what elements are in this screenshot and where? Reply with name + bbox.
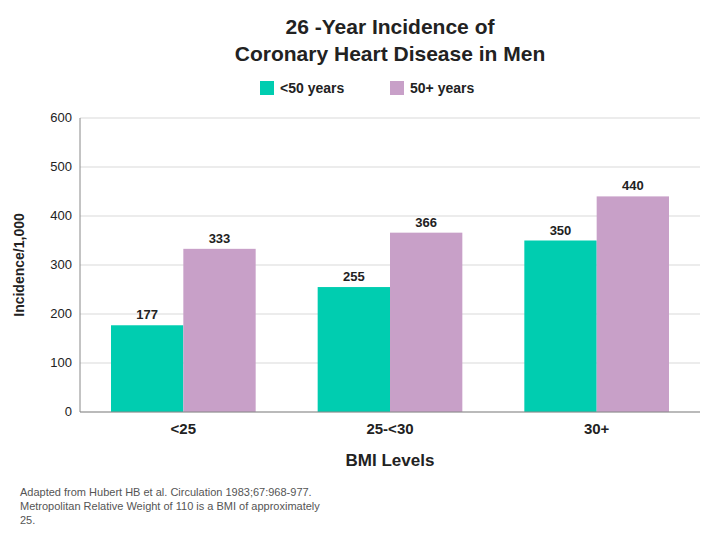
x-tick-label: 30+: [584, 420, 610, 437]
footnote: Adapted from Hubert HB et al. Circulatio…: [20, 486, 320, 526]
grid: [80, 118, 700, 412]
y-tick-label: 400: [50, 208, 72, 223]
chart-container: 26 -Year Incidence of Coronary Heart Dise…: [0, 0, 720, 540]
x-axis: <25 25-<30 30+: [171, 420, 610, 437]
x-tick-label: 25-<30: [366, 420, 413, 437]
data-label: 366: [415, 215, 437, 230]
legend-swatch: [390, 81, 404, 95]
y-axis-line: [80, 118, 81, 412]
data-label: 333: [209, 231, 231, 246]
legend-label: 50+ years: [410, 80, 474, 96]
grid-line: [80, 412, 700, 413]
title: 26 -Year Incidence of: [286, 15, 496, 38]
x-tick-label: <25: [171, 420, 196, 437]
y-tick-label: 300: [50, 257, 72, 272]
footnote-line: 25.: [20, 514, 35, 526]
data-label: 255: [343, 269, 365, 284]
footnote-line: Metropolitan Relative Weight of 110 is a…: [20, 500, 320, 512]
y-tick-label: 0: [65, 404, 72, 419]
chart: 26 -Year Incidence of Coronary Heart Dise…: [0, 0, 720, 540]
bars: [111, 196, 669, 412]
data-label: 440: [622, 178, 644, 193]
bar: [390, 233, 462, 412]
grid-line: [80, 118, 700, 119]
data-label: 350: [550, 223, 572, 238]
y-tick-label: 100: [50, 355, 72, 370]
bar: [111, 325, 183, 412]
data-labels: 177 255 350 333 366 440: [136, 178, 643, 322]
bar: [597, 196, 669, 412]
legend-swatch: [260, 81, 274, 95]
bar: [183, 249, 255, 412]
y-axis-label: Incidence/1,000: [11, 213, 27, 317]
y-tick-label: 200: [50, 306, 72, 321]
subtitle: Coronary Heart Disease in Men: [235, 42, 545, 65]
x-axis-label: BMI Levels: [346, 451, 435, 470]
bar: [524, 241, 596, 413]
y-tick-label: 500: [50, 159, 72, 174]
data-label: 177: [136, 307, 158, 322]
footnote-line: Adapted from Hubert HB et al. Circulatio…: [20, 486, 312, 498]
legend-label: <50 years: [280, 80, 344, 96]
x-axis-line: [80, 412, 700, 413]
bar: [318, 287, 390, 412]
legend: <50 years 50+ years: [260, 80, 474, 96]
axes: [80, 118, 700, 412]
grid-line: [80, 167, 700, 168]
y-axis: 0 100 200 300 400 500 600: [50, 110, 72, 419]
page: {"chart_data": {"type": "bar", "title": …: [0, 0, 720, 540]
y-tick-label: 600: [50, 110, 72, 125]
